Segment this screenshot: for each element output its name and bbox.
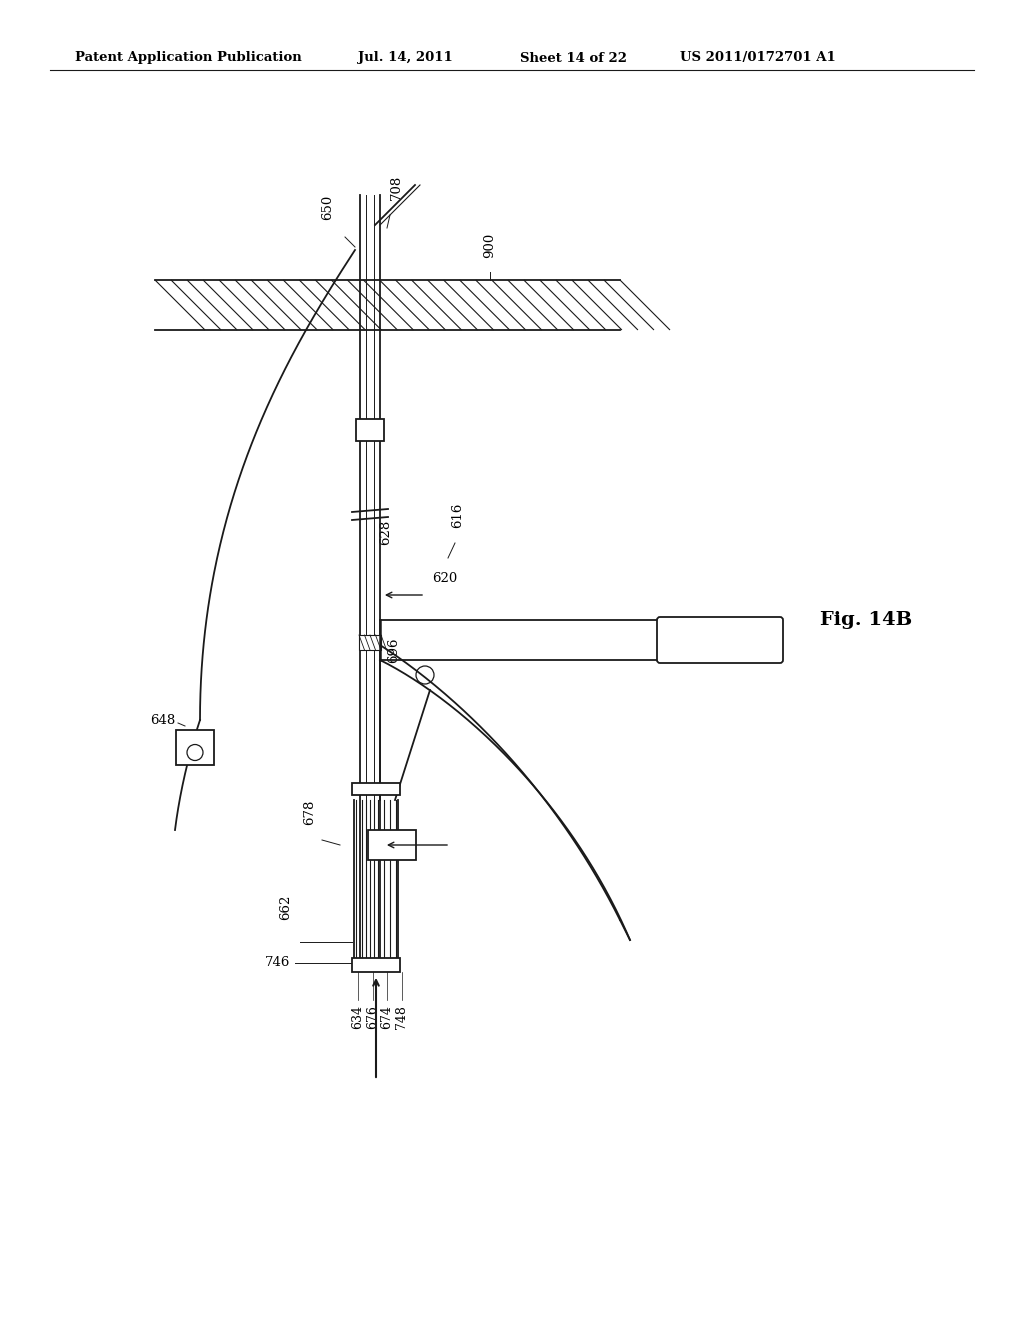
Text: 696: 696 bbox=[387, 638, 400, 663]
Text: 900: 900 bbox=[483, 232, 497, 257]
Bar bbox=[176, 730, 214, 766]
FancyBboxPatch shape bbox=[657, 616, 783, 663]
Text: Patent Application Publication: Patent Application Publication bbox=[75, 51, 302, 65]
Text: 746: 746 bbox=[264, 957, 290, 969]
Bar bbox=[352, 783, 400, 795]
Text: 616: 616 bbox=[452, 503, 465, 528]
Text: 676: 676 bbox=[367, 1005, 380, 1028]
Text: 634: 634 bbox=[351, 1005, 365, 1030]
Bar bbox=[368, 830, 416, 861]
Text: 650: 650 bbox=[322, 195, 335, 220]
Text: 674: 674 bbox=[381, 1005, 393, 1028]
Text: US 2011/0172701 A1: US 2011/0172701 A1 bbox=[680, 51, 836, 65]
Bar bbox=[359, 635, 381, 649]
Text: 748: 748 bbox=[395, 1005, 409, 1028]
Text: Fig. 14B: Fig. 14B bbox=[820, 611, 912, 630]
Text: 628: 628 bbox=[380, 520, 392, 545]
Text: 708: 708 bbox=[389, 174, 402, 201]
Text: 620: 620 bbox=[432, 572, 458, 585]
Text: 648: 648 bbox=[150, 714, 175, 726]
Text: Sheet 14 of 22: Sheet 14 of 22 bbox=[520, 51, 627, 65]
Text: 678: 678 bbox=[303, 800, 316, 825]
Text: Jul. 14, 2011: Jul. 14, 2011 bbox=[358, 51, 453, 65]
Bar bbox=[352, 958, 400, 972]
Text: 662: 662 bbox=[280, 895, 293, 920]
Bar bbox=[356, 418, 384, 441]
